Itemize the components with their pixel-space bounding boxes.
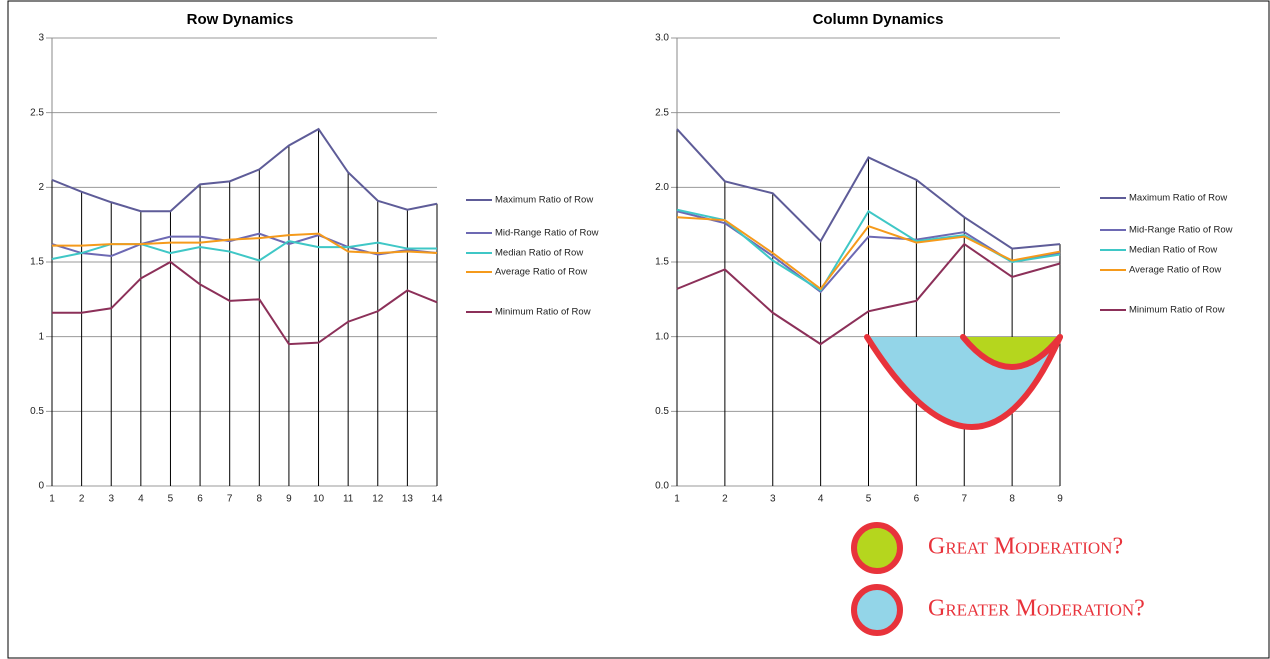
- legend-label: Average Ratio of Row: [1129, 265, 1221, 276]
- legend-label: Minimum Ratio of Row: [1129, 305, 1225, 316]
- annotation-marker: [851, 584, 903, 636]
- y-tick-label: 0: [38, 481, 44, 492]
- x-tick-label: 5: [168, 494, 174, 505]
- legend-label: Minimum Ratio of Row: [495, 307, 591, 318]
- x-tick-label: 7: [961, 494, 967, 505]
- x-tick-label: 9: [1057, 494, 1063, 505]
- x-tick-label: 6: [914, 494, 920, 505]
- y-tick-label: 0.5: [655, 406, 669, 417]
- y-tick-label: 0.5: [30, 406, 44, 417]
- x-tick-label: 9: [286, 494, 292, 505]
- annotation-text: Great Moderation?: [928, 534, 1123, 560]
- x-tick-label: 2: [79, 494, 85, 505]
- chart-title: Row Dynamics: [187, 11, 294, 28]
- x-tick-label: 11: [343, 494, 354, 505]
- legend-label: Median Ratio of Row: [495, 248, 583, 259]
- frame: [7, 0, 1270, 659]
- x-tick-label: 2: [722, 494, 728, 505]
- series-line: [52, 260, 438, 346]
- chart-title: Column Dynamics: [813, 11, 944, 28]
- series-line: [52, 232, 438, 255]
- x-tick-label: 13: [402, 494, 414, 505]
- x-tick-label: 8: [1009, 494, 1015, 505]
- moderation-sketch: [864, 334, 1063, 430]
- x-tick-label: 1: [49, 494, 55, 505]
- annotation-text: Greater Moderation?: [928, 596, 1145, 622]
- y-tick-label: 1.0: [655, 331, 669, 342]
- x-tick-label: 6: [197, 494, 203, 505]
- annotation-marker: [851, 522, 903, 574]
- y-tick-label: 1: [38, 331, 44, 342]
- x-tick-label: 3: [770, 494, 776, 505]
- legend-label: Maximum Ratio of Row: [495, 195, 593, 206]
- legend-label: Maximum Ratio of Row: [1129, 193, 1227, 204]
- x-tick-label: 8: [257, 494, 263, 505]
- series-line: [676, 216, 1061, 291]
- y-tick-label: 3.0: [655, 33, 669, 44]
- legend-label: Mid-Range Ratio of Row: [1129, 225, 1233, 236]
- series-line: [676, 242, 1061, 346]
- y-tick-label: 2: [38, 182, 44, 193]
- y-tick-label: 2.0: [655, 182, 669, 193]
- x-tick-label: 3: [108, 494, 114, 505]
- series-line: [51, 127, 438, 213]
- sketch-curve: [864, 334, 1063, 430]
- y-tick-label: 3: [38, 33, 44, 44]
- sketch-curve: [960, 334, 1063, 370]
- x-tick-label: 4: [138, 494, 144, 505]
- x-tick-label: 10: [313, 494, 325, 505]
- x-tick-label: 7: [227, 494, 233, 505]
- x-tick-label: 4: [818, 494, 824, 505]
- x-tick-label: 1: [674, 494, 680, 505]
- y-tick-label: 2.5: [30, 107, 44, 118]
- x-tick-label: 5: [866, 494, 872, 505]
- series-line: [676, 128, 1061, 250]
- y-tick-label: 2.5: [655, 107, 669, 118]
- y-tick-label: 1.5: [655, 257, 669, 268]
- legend-label: Average Ratio of Row: [495, 267, 587, 278]
- x-tick-label: 12: [372, 494, 384, 505]
- y-tick-label: 1.5: [30, 257, 44, 268]
- x-tick-label: 14: [431, 494, 443, 505]
- y-tick-label: 0.0: [655, 481, 669, 492]
- legend-label: Mid-Range Ratio of Row: [495, 228, 599, 239]
- legend-label: Median Ratio of Row: [1129, 245, 1217, 256]
